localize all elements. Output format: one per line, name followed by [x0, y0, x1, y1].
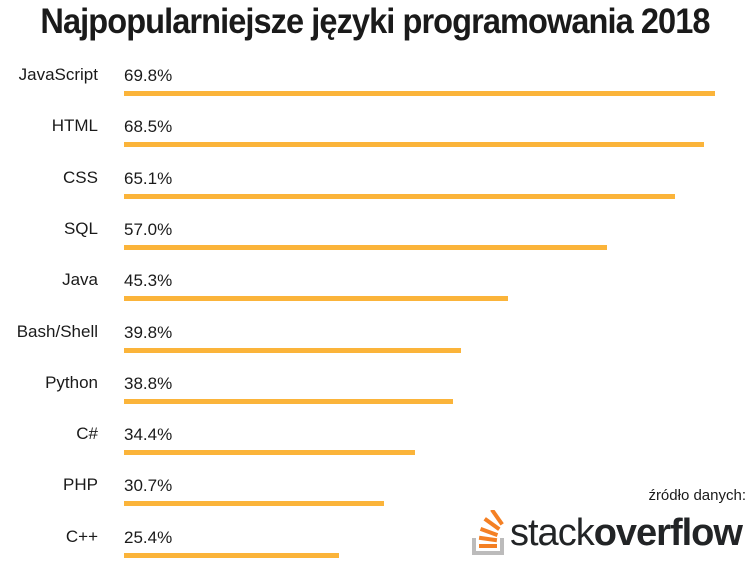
stackoverflow-logo: stackoverflow	[472, 510, 748, 555]
bar-row: C++ 25.4%	[0, 520, 750, 570]
bar	[124, 501, 384, 507]
value-label: 45.3%	[124, 271, 173, 291]
category-label: JavaScript	[18, 65, 98, 84]
chart-title: Najpopularniejsze języki programowania 2…	[40, 2, 710, 41]
bar	[124, 193, 676, 199]
value-label: 39.8%	[124, 322, 173, 342]
bar-row: SQL 57.0%	[0, 212, 750, 262]
value-label: 25.4%	[124, 527, 173, 547]
category-label: CSS	[63, 167, 98, 187]
value-label: 68.5%	[124, 117, 173, 137]
category-label: C++	[65, 526, 98, 546]
bar	[124, 552, 340, 558]
bar-row: CSS 65.1%	[0, 161, 750, 211]
logo-text-overflow: overflow	[593, 512, 743, 554]
category-label: Python	[45, 372, 98, 392]
category-label: HTML	[51, 116, 98, 136]
bar-row: PHP 30.7%	[0, 468, 750, 518]
stackoverflow-logo-icon	[472, 510, 504, 555]
stackoverflow-wordmark: stackoverflow	[510, 512, 743, 554]
category-label: SQL	[63, 218, 98, 238]
bar	[124, 347, 461, 353]
value-label: 65.1%	[124, 168, 173, 188]
value-label: 57.0%	[124, 219, 173, 239]
bar	[124, 296, 508, 302]
bar-row: Java 45.3%	[0, 263, 750, 313]
bar	[124, 244, 607, 250]
bar-row: C# 34.4%	[0, 417, 750, 467]
value-label: 34.4%	[124, 425, 173, 445]
value-label: 69.8%	[124, 66, 173, 85]
category-label: Bash/Shell	[16, 321, 98, 341]
bar-row: HTML 68.5%	[0, 109, 750, 159]
bar-row: Bash/Shell 39.8%	[0, 315, 750, 365]
source-label: źródło danych:	[648, 487, 746, 504]
logo-text-stack: stack	[510, 512, 595, 554]
bar	[124, 450, 416, 456]
value-label: 38.8%	[124, 373, 173, 393]
category-label: PHP	[63, 475, 98, 495]
bar-row: Python 38.8%	[0, 366, 750, 416]
value-label: 30.7%	[124, 476, 173, 496]
category-label: C#	[76, 424, 98, 444]
bar-row: JavaScript 69.8%	[0, 58, 750, 108]
category-label: Java	[62, 270, 98, 290]
bar	[124, 91, 715, 96]
bar	[124, 142, 704, 148]
bar	[124, 398, 453, 404]
